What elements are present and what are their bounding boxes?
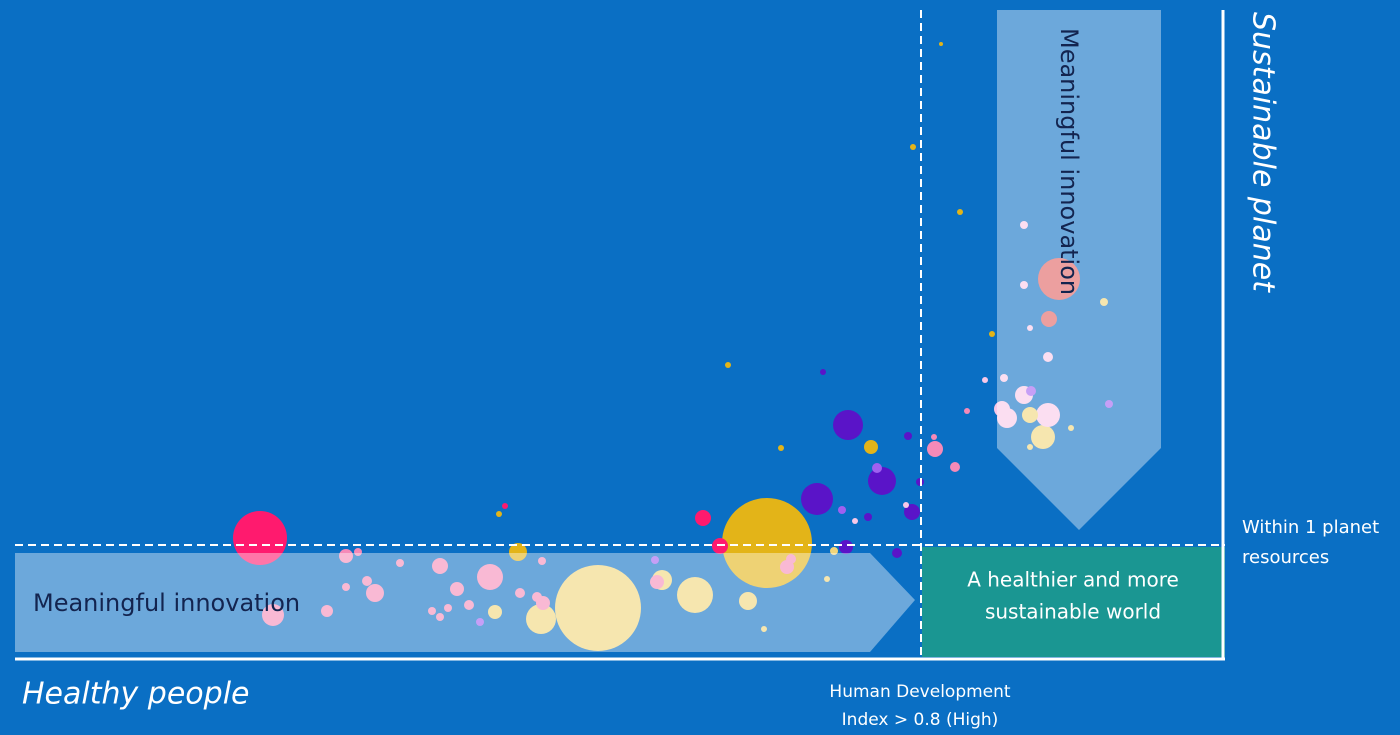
bubble: [362, 576, 372, 586]
bubble: [342, 583, 350, 591]
bubble: [321, 605, 333, 617]
bubble: [428, 607, 436, 615]
bubble: [994, 401, 1010, 417]
bubble: [488, 605, 502, 619]
bubble: [695, 510, 711, 526]
bubble: [989, 331, 995, 337]
bubble: [892, 548, 902, 558]
bubble: [651, 556, 659, 564]
bubble: [464, 600, 474, 610]
bubble: [1068, 425, 1074, 431]
bubble: [964, 408, 970, 414]
bubble: [1041, 311, 1057, 327]
bubble: [833, 410, 863, 440]
bubble: [957, 209, 963, 215]
bubble: [824, 576, 830, 582]
bubble: [366, 584, 384, 602]
bubble: [515, 588, 525, 598]
bubble: [982, 377, 988, 383]
bubble: [1027, 325, 1033, 331]
bubble: [476, 618, 484, 626]
bubble: [538, 557, 546, 565]
bubble: [868, 467, 896, 495]
bubble: [931, 434, 937, 440]
bubble: [509, 543, 527, 561]
threshold-label: Index > 0.8 (High): [842, 710, 999, 730]
bubble: [496, 511, 502, 517]
threshold-label: Human Development: [829, 682, 1010, 702]
bubble: [444, 604, 452, 612]
bubble: [1105, 400, 1113, 408]
bubble: [1043, 352, 1053, 362]
threshold-label: Within 1 planet: [1242, 517, 1379, 538]
bubble: [838, 506, 846, 514]
bubble: [677, 577, 713, 613]
bubble: [396, 559, 404, 567]
bubble: [650, 575, 664, 589]
bubble: [950, 462, 960, 472]
target-box: [922, 547, 1225, 657]
bubble: [725, 362, 731, 368]
bubble: [820, 369, 826, 375]
bubble: [927, 441, 943, 457]
bubble: [778, 445, 784, 451]
axis-title: Healthy people: [22, 677, 250, 712]
bubble: [526, 604, 556, 634]
bubble: [910, 144, 916, 150]
bubble: [1038, 258, 1080, 300]
bubble: [1000, 374, 1008, 382]
bubble: [839, 540, 853, 554]
bubble: [786, 554, 796, 564]
bubble: [555, 565, 641, 651]
bubble: [1020, 221, 1028, 229]
bubble: [761, 626, 767, 632]
bubble: [1100, 298, 1108, 306]
bubble: [830, 547, 838, 555]
bubble: [339, 549, 353, 563]
bubble: [872, 463, 882, 473]
bubble: [1027, 444, 1033, 450]
bubble: [502, 503, 508, 509]
bubble: [864, 513, 872, 521]
bubble: [1020, 281, 1028, 289]
bubble: [233, 511, 287, 565]
bubbles: [233, 42, 1113, 651]
bubble: [864, 440, 878, 454]
bubble: [477, 564, 503, 590]
box-text: sustainable world: [985, 600, 1161, 624]
bubble: [436, 613, 444, 621]
bubble: [739, 592, 757, 610]
bubble: [354, 548, 362, 556]
bubble: [432, 558, 448, 574]
bubble: [904, 504, 920, 520]
bubble: [1036, 403, 1060, 427]
arrow-label: Meaningful innovation: [33, 589, 300, 617]
bubble: [852, 518, 858, 524]
bubble: [1022, 407, 1038, 423]
bubble: [939, 42, 943, 46]
bubble: [904, 432, 912, 440]
bubble: [1031, 425, 1055, 449]
horizontal-arrow: [15, 553, 915, 652]
threshold-label: resources: [1242, 547, 1329, 568]
bubble: [532, 592, 542, 602]
bubble: [450, 582, 464, 596]
bubble: [903, 502, 909, 508]
bubble: [801, 483, 833, 515]
bubble: [262, 604, 284, 626]
axis-title: Sustainable planet: [1246, 12, 1281, 293]
vertical-arrow: [997, 10, 1161, 530]
bubble: [1026, 386, 1036, 396]
box-text: A healthier and more: [967, 568, 1179, 592]
arrow-label: Meaningful innovation: [1055, 28, 1083, 295]
